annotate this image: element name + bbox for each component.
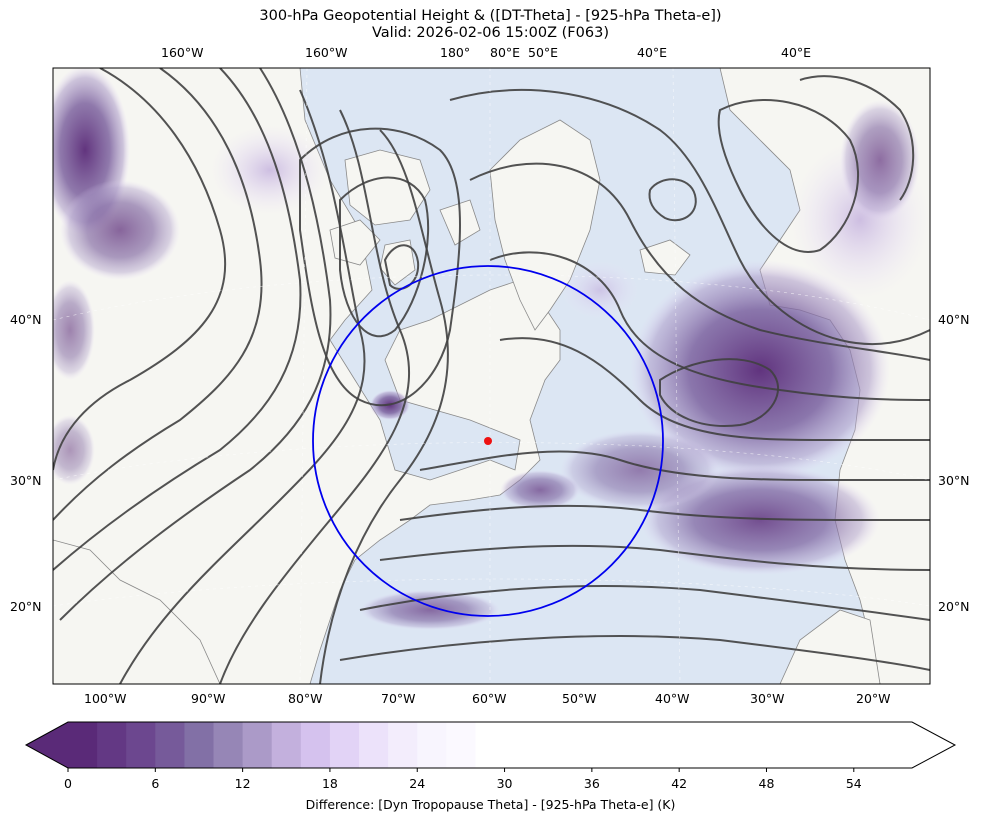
right-lat-label: 40°N — [938, 312, 970, 327]
left-lat-label: 30°N — [10, 473, 42, 488]
colorbar-extend-min — [26, 722, 68, 768]
colorbar-tick-label: 36 — [584, 776, 600, 791]
top-lon-label: 50°E — [528, 45, 559, 60]
graticule — [53, 68, 930, 684]
bottom-lon-label: 20°W — [856, 691, 891, 706]
bottom-lon-label: 30°W — [750, 691, 785, 706]
colorbar-tick-label: 48 — [759, 776, 775, 791]
colorbar-bin — [446, 722, 476, 768]
right-lat-label: 20°N — [938, 599, 970, 614]
colorbar-bin — [213, 722, 244, 768]
bottom-lon-label: 50°W — [562, 691, 597, 706]
right-lat-label: 30°N — [938, 473, 970, 488]
colorbar-bin — [417, 722, 447, 768]
colorbar-tick-label: 6 — [151, 776, 159, 791]
bottom-lon-label: 100°W — [84, 691, 127, 706]
colorbar-tick-label: 42 — [671, 776, 687, 791]
bottom-lon-label: 90°W — [191, 691, 226, 706]
colorbar-tick-label: 12 — [235, 776, 251, 791]
colorbar-tick-label: 18 — [322, 776, 338, 791]
bottom-lon-label: 60°W — [472, 691, 507, 706]
top-lon-label: 180° — [440, 45, 471, 60]
colorbar-bin — [271, 722, 302, 768]
left-lat-label: 40°N — [10, 312, 42, 327]
height-contours — [53, 68, 930, 684]
bottom-lon-label: 40°W — [655, 691, 690, 706]
colorbar-bin — [359, 722, 389, 768]
colorbar-bin — [97, 722, 127, 768]
colorbar-bin — [388, 722, 418, 768]
colorbar-bin — [155, 722, 185, 768]
colorbar — [24, 721, 957, 769]
colorbar-tick-label: 0 — [64, 776, 72, 791]
top-lon-label: 40°E — [781, 45, 812, 60]
bottom-lon-label: 70°W — [381, 691, 416, 706]
map-title-line2: Valid: 2026-02-06 15:00Z (F063) — [372, 25, 609, 41]
colorbar-tick-label: 54 — [846, 776, 862, 791]
map-frame — [52, 67, 931, 685]
top-lon-label: 160°W — [305, 45, 348, 60]
top-lon-label: 160°W — [161, 45, 204, 60]
radius-circle — [312, 265, 664, 617]
map-title-line1: 300-hPa Geopotential Height & ([DT-Theta… — [259, 8, 722, 24]
colorbar-label: Difference: [Dyn Tropopause Theta] - [92… — [305, 797, 676, 812]
colorbar-tick-label: 24 — [409, 776, 425, 791]
top-lon-label: 80°E — [490, 45, 521, 60]
colorbar-bin — [68, 722, 98, 768]
colorbar-bin — [242, 722, 273, 768]
colorbar-bin — [475, 722, 912, 768]
top-lon-label: 40°E — [637, 45, 668, 60]
colorbar-bin — [184, 722, 215, 768]
left-lat-label: 20°N — [10, 599, 42, 614]
colorbar-bin — [126, 722, 156, 768]
colorbar-bin — [300, 722, 331, 768]
colorbar-ticks: 0 6 12 18 24 30 36 42 48 54 — [64, 768, 862, 791]
colorbar-extend-max — [912, 722, 955, 768]
colorbar-bin — [329, 722, 360, 768]
center-point — [484, 437, 492, 445]
colorbar-tick-label: 30 — [497, 776, 513, 791]
bottom-lon-label: 80°W — [288, 691, 323, 706]
